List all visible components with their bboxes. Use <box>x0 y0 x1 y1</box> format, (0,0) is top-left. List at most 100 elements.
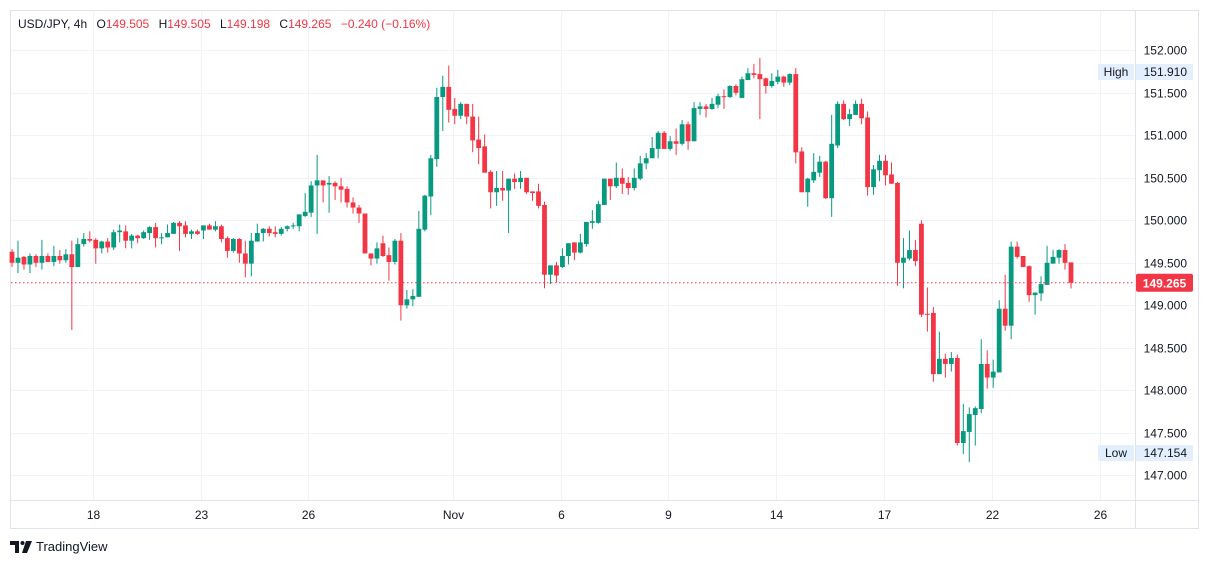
symbol-label[interactable]: USD/JPY, 4h <box>18 17 88 31</box>
grid-lines <box>11 11 1135 500</box>
candle-down <box>859 98 864 125</box>
high-marker-tag <box>1098 64 1134 80</box>
candle-up <box>308 181 314 217</box>
high-label: H <box>158 17 168 31</box>
candle-up <box>99 240 105 254</box>
candle-body <box>93 239 99 249</box>
candle-body <box>362 213 368 254</box>
candle-up <box>374 242 380 264</box>
candle-body <box>924 313 930 315</box>
candle-down <box>924 287 930 332</box>
time-tick-label: 22 <box>986 508 1000 522</box>
candle-body <box>643 158 649 164</box>
candle-body <box>697 106 703 109</box>
low-marker-value-tag <box>1136 445 1193 461</box>
candle-up <box>284 225 290 232</box>
candle-up <box>877 154 882 182</box>
candle-up <box>51 245 57 267</box>
open-label: O <box>96 17 106 31</box>
candle-down <box>865 111 870 196</box>
candle-body <box>482 146 488 173</box>
price-tick-label: 150.500 <box>1144 172 1188 186</box>
candle-body <box>781 76 787 83</box>
candle-up <box>595 200 601 224</box>
candle-body <box>219 226 224 239</box>
candle-body <box>577 242 583 253</box>
candle-up <box>990 359 996 388</box>
price-axis[interactable]: 147.000 147.500 148.000 148.500 149.000 149.5… <box>1144 44 1188 483</box>
candle-body <box>895 182 900 263</box>
candle-body <box>972 408 978 415</box>
candle-body <box>422 195 428 230</box>
candle-down <box>242 240 248 278</box>
candle-down <box>542 201 547 289</box>
candle-up <box>254 223 260 242</box>
candle-body <box>207 225 212 230</box>
price-tick-label: 151.000 <box>1144 129 1188 143</box>
last-price-label: 149.265 <box>1143 276 1187 290</box>
candle-down <box>207 223 212 230</box>
candle-up <box>111 229 117 251</box>
candle-down <box>942 353 948 378</box>
candle-down <box>464 103 470 125</box>
candle-body <box>236 239 242 254</box>
candle-up <box>141 230 147 239</box>
candle-up <box>936 331 942 375</box>
candle-down <box>195 229 200 235</box>
candle-up <box>39 239 45 270</box>
candle-down <box>1002 274 1008 331</box>
candle-body <box>685 124 691 142</box>
candle-up <box>649 137 655 159</box>
candle-down <box>446 65 452 123</box>
time-axis[interactable]: 18 23 26 Nov 6 9 14 17 22 26 <box>87 508 1108 522</box>
low-value: 149.198 <box>226 17 271 31</box>
time-tick-label: Nov <box>443 508 464 522</box>
candle-up <box>129 233 135 249</box>
candle-body <box>631 177 637 188</box>
candle-body <box>1038 284 1044 294</box>
candle-body <box>996 308 1002 373</box>
candle-up <box>75 238 81 268</box>
candle-down <box>272 226 278 238</box>
candle-body <box>936 358 942 375</box>
candle-down <box>619 168 625 194</box>
candle-body <box>1062 250 1068 263</box>
candle-up <box>548 265 553 285</box>
candle-body <box>745 73 751 81</box>
ohlc-legend: USD/JPY, 4h O149.505 H149.505 L149.198 C… <box>18 17 436 31</box>
candle-down <box>984 350 990 389</box>
candle-up <box>589 210 595 229</box>
tradingview-logo[interactable]: TradingView <box>10 539 108 554</box>
candle-down <box>793 68 799 164</box>
candle-body <box>45 256 51 262</box>
candle-up <box>643 153 649 170</box>
candle-body <box>763 78 769 86</box>
candle-up <box>560 248 565 268</box>
candle-down <box>721 89 727 109</box>
candle-body <box>242 253 248 264</box>
candle-down <box>889 162 894 184</box>
candle-up <box>440 75 446 132</box>
candle-down <box>930 307 936 382</box>
candle-down <box>9 249 15 268</box>
candle-body <box>954 358 960 443</box>
candle-up <box>260 227 266 242</box>
candle-down <box>1020 256 1026 268</box>
candle-down <box>368 253 374 266</box>
candle-body <box>458 103 464 116</box>
candle-body <box>213 226 218 230</box>
candle-body <box>757 74 763 80</box>
candle-body <box>799 151 805 193</box>
open-value: 149.505 <box>105 17 150 31</box>
candle-body <box>69 254 75 268</box>
high-value: 149.505 <box>167 17 211 31</box>
candle-body <box>33 256 39 263</box>
candle-up <box>655 131 661 159</box>
candle-body <box>224 238 230 251</box>
candle-up <box>948 352 954 372</box>
candle-up <box>871 165 876 195</box>
candle-body <box>524 177 529 193</box>
change-value: −0.240 (−0.16%) <box>340 17 431 31</box>
price-tick-label: 149.500 <box>1144 257 1188 271</box>
